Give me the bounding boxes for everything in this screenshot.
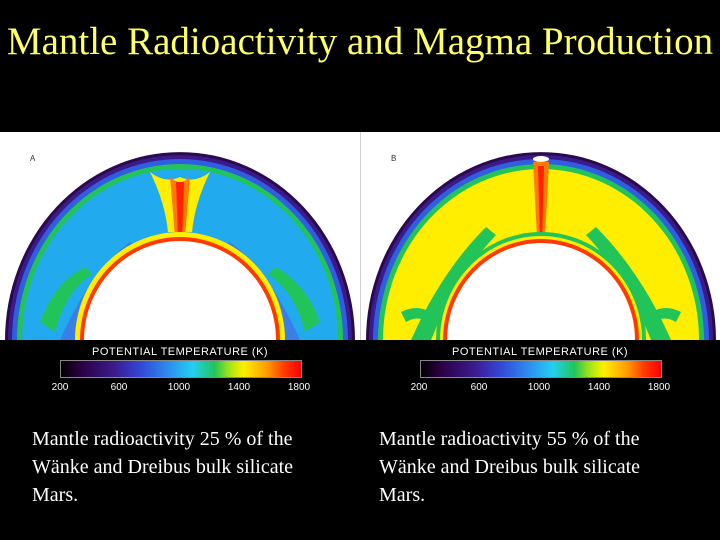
panel-letter-a: A (30, 154, 36, 163)
tick-b-200: 200 (410, 382, 428, 393)
slide-title: Mantle Radioactivity and Magma Productio… (6, 20, 714, 63)
mantle-model-b: B (360, 132, 720, 340)
colorbar-b (420, 360, 662, 378)
tick-a-1400: 1400 (227, 382, 251, 393)
colorbar-label-a: POTENTIAL TEMPERATURE (K) (92, 346, 269, 358)
tick-a-200: 200 (51, 382, 69, 393)
colorbar-a (60, 360, 302, 378)
tick-a-1800: 1800 (287, 382, 311, 393)
caption-a: Mantle radioactivity 25 % of the Wänke a… (32, 428, 294, 506)
tick-b-600: 600 (470, 382, 488, 393)
caption-b: Mantle radioactivity 55 % of the Wänke a… (379, 428, 641, 506)
panel-letter-b: B (391, 154, 397, 163)
tick-b-1000: 1000 (527, 382, 551, 393)
tick-b-1400: 1400 (587, 382, 611, 393)
tick-a-600: 600 (110, 382, 128, 393)
mantle-cross-section-a (5, 152, 355, 340)
tick-b-1800: 1800 (647, 382, 671, 393)
colorbar-label-b: POTENTIAL TEMPERATURE (K) (452, 346, 629, 358)
mantle-cross-section-b (366, 152, 716, 340)
mantle-model-a: A (0, 132, 360, 340)
tick-a-1000: 1000 (167, 382, 191, 393)
